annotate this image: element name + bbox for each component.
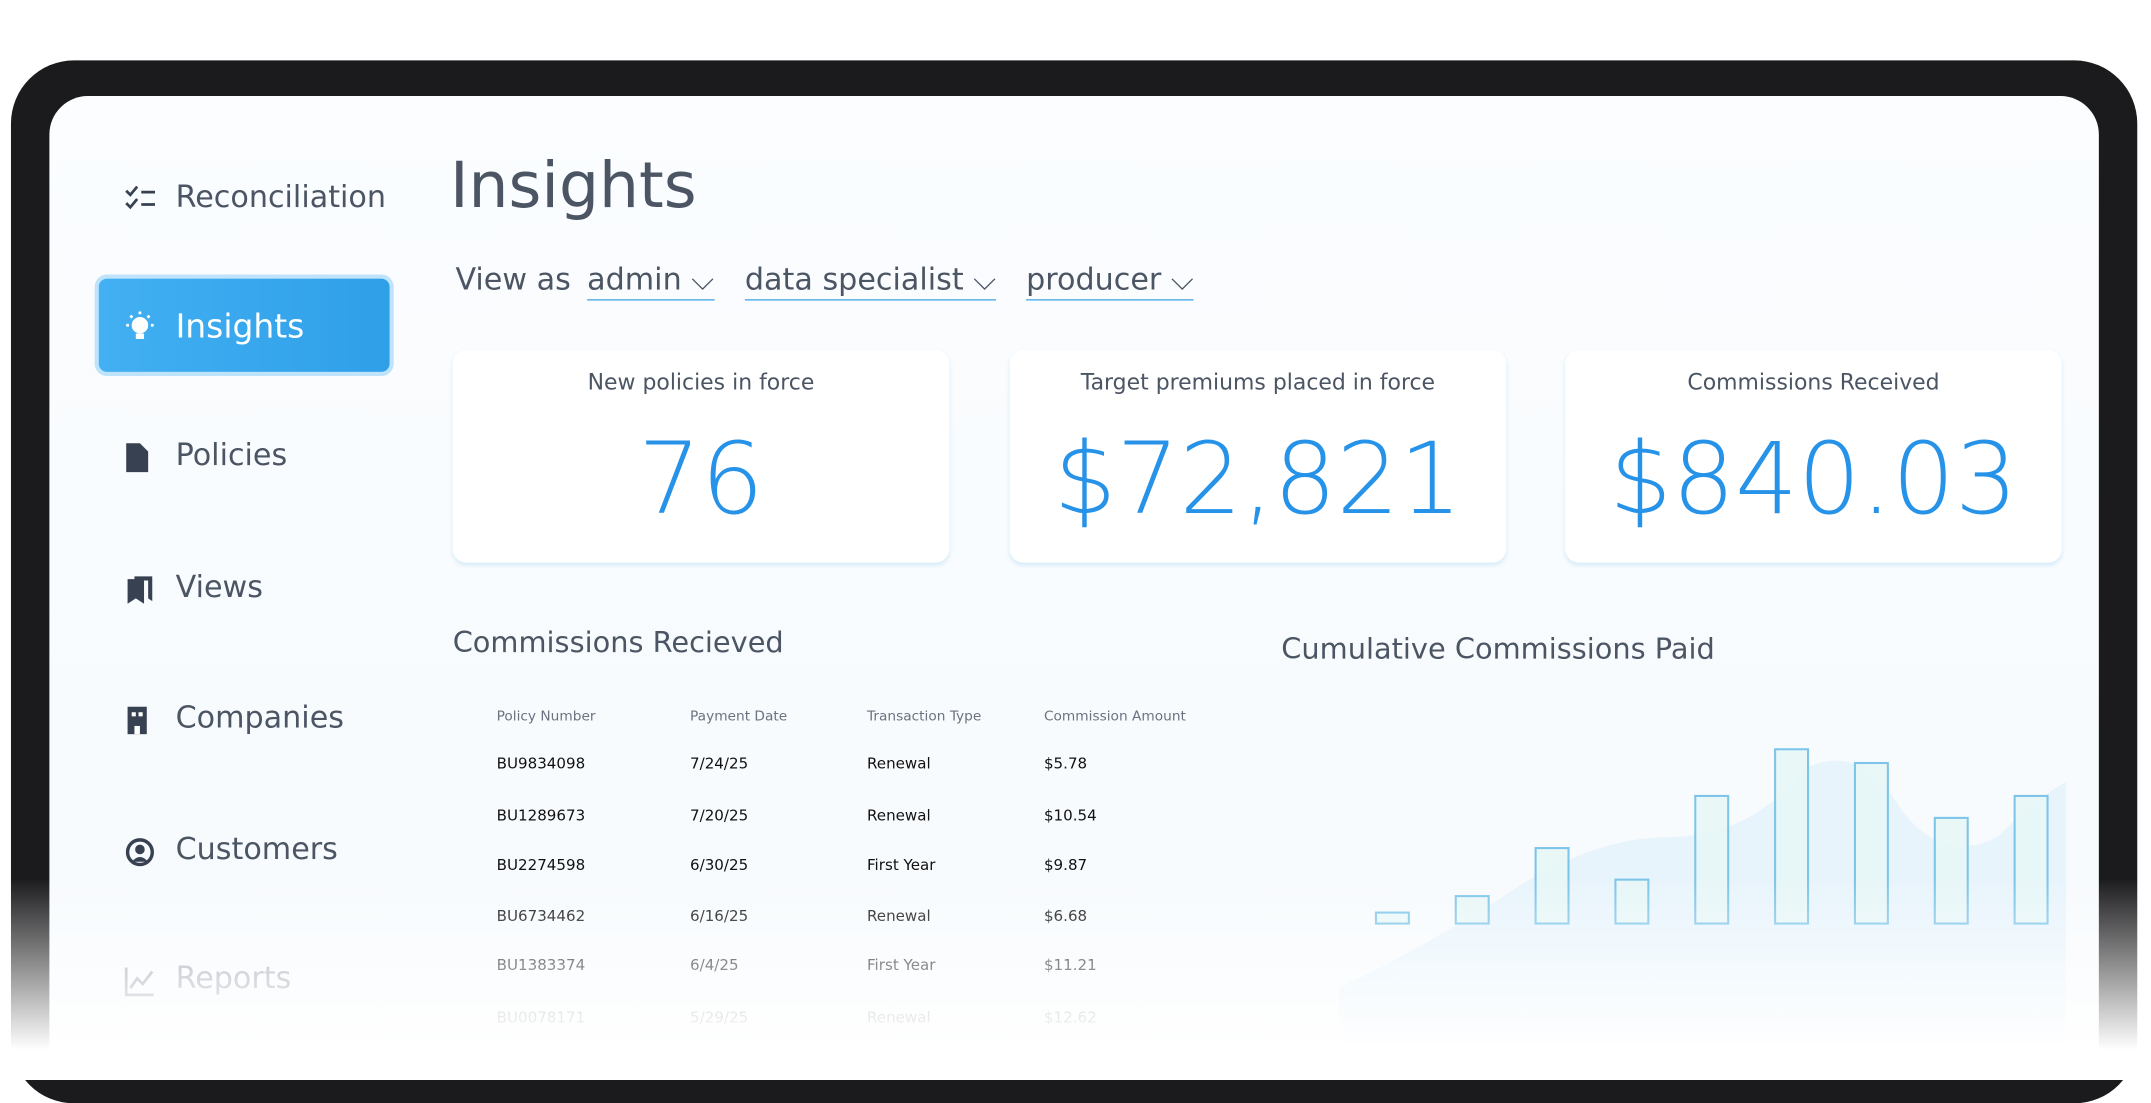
kpi-card: Commissions Received $840.03 — [1565, 349, 2062, 563]
icon — [126, 443, 149, 473]
nav-item[interactable]: Customers — [125, 832, 338, 868]
filter-label: data specialist — [744, 263, 964, 298]
table-cell: BU9834098 — [496, 754, 586, 773]
kpi-value: $840.03 — [1609, 421, 2018, 537]
table-cell: $10.54 — [1043, 806, 1097, 825]
nav-item[interactable]: Companies — [127, 701, 345, 736]
nav-label: Customers — [175, 832, 338, 868]
icon — [126, 311, 154, 339]
filter-dropdown[interactable]: admin ⌵ — [587, 263, 715, 301]
stage: Reconciliation Insights Policies Views C… — [0, 60, 2151, 1103]
table-cell: 7/20/25 — [690, 806, 749, 825]
nav-label: Reconciliation — [175, 181, 387, 216]
bar — [1374, 911, 1410, 925]
filter-dropdown[interactable]: producer ⌵ — [1026, 263, 1194, 301]
table-cell: BU1289673 — [496, 806, 586, 825]
column-header: Payment Date — [690, 709, 788, 725]
nav-item[interactable]: Reconciliation — [125, 181, 387, 216]
icon — [127, 576, 153, 604]
table-cell: 6/30/25 — [690, 856, 749, 875]
column-header: Transaction Type — [866, 709, 982, 725]
bar — [2013, 794, 2049, 925]
filter-label: producer — [1026, 263, 1162, 298]
kpi-value: 76 — [638, 421, 764, 537]
kpi-card: New policies in force 76 — [452, 349, 950, 563]
kpi-label: New policies in force — [587, 369, 815, 396]
bar — [1534, 847, 1570, 925]
bar — [1933, 816, 1969, 925]
column-header: Policy Number — [496, 709, 596, 725]
bar — [1694, 794, 1730, 925]
page: Reconciliation Insights Policies Views C… — [0, 60, 2151, 1103]
icon — [125, 838, 154, 867]
kpi-label: Commissions Received — [1687, 369, 1940, 396]
nav-label: Views — [175, 570, 263, 606]
nav-item[interactable]: Views — [127, 570, 263, 606]
icon — [125, 185, 156, 210]
table-cell: 7/24/25 — [690, 754, 749, 773]
filter-label: admin — [587, 263, 682, 298]
table-cell: BU2274598 — [496, 856, 586, 875]
nav-label: Insights — [175, 307, 305, 346]
nav-label: Policies — [175, 439, 288, 474]
chart-title: Cumulative Commissions Paid — [1281, 632, 1715, 666]
table-cell: Renewal — [866, 806, 931, 825]
screen: Reconciliation Insights Policies Views C… — [49, 96, 2099, 1081]
page-title: Insights — [449, 148, 697, 223]
bar — [1774, 748, 1810, 925]
bar — [1454, 895, 1490, 925]
nav-item[interactable]: Policies — [126, 439, 288, 474]
nav-label: Companies — [175, 701, 345, 736]
filter-dropdown[interactable]: data specialist ⌵ — [744, 263, 997, 301]
view-as-label: View as — [455, 263, 571, 298]
bar — [1614, 878, 1650, 925]
table-cell: Renewal — [866, 754, 931, 773]
icon — [127, 706, 147, 735]
nav-item[interactable]: Insights — [126, 307, 305, 346]
kpi-card: Target premiums placed in force $72,821 — [1009, 349, 1507, 563]
column-header: Commission Amount — [1043, 709, 1186, 725]
bar — [1853, 761, 1889, 925]
chart — [1338, 748, 2066, 1081]
kpi-value: $72,821 — [1053, 421, 1463, 537]
table-title: Commissions Recieved — [452, 625, 784, 659]
table-cell: First Year — [866, 856, 936, 875]
kpi-label: Target premiums placed in force — [1080, 369, 1436, 396]
table-cell: $5.78 — [1043, 754, 1088, 773]
table-cell: $9.87 — [1043, 856, 1088, 875]
